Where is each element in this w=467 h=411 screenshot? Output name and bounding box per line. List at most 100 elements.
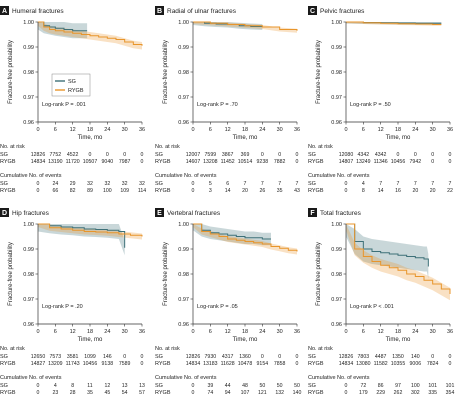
- panel-letter: F: [310, 210, 315, 217]
- events-cell: 7: [414, 181, 417, 187]
- y-tick-label: 1.00: [178, 20, 189, 26]
- risk-cell: 4342: [375, 152, 387, 158]
- risk-cell: 1360: [239, 354, 251, 360]
- y-tick-label: 1.00: [331, 222, 342, 228]
- risk-cell: 7752: [50, 152, 62, 158]
- events-cell: 57: [139, 390, 145, 396]
- risk-cell: 11628: [221, 361, 235, 367]
- panel-title: Radial of ulnar fractures: [167, 8, 237, 15]
- events-cell: 354: [446, 390, 455, 396]
- risk-cell: 11720: [66, 159, 80, 165]
- events-cell: 0: [192, 390, 195, 396]
- x-tick-label: 18: [87, 329, 93, 335]
- risk-cell: 13080: [356, 361, 371, 367]
- x-axis-label: Time, mo: [78, 337, 103, 343]
- risk-cell: 12007: [186, 152, 201, 158]
- risk-cell: 13190: [48, 159, 63, 165]
- risk-cell: 7573: [50, 354, 62, 360]
- events-cell: 121: [258, 390, 267, 396]
- series-line-sg: [38, 223, 126, 248]
- risk-cell: 0: [141, 152, 144, 158]
- events-row-label: SG: [0, 181, 8, 187]
- risk-cell: 0: [141, 354, 144, 360]
- x-axis-label: Time, mo: [233, 337, 258, 343]
- series-line-rygb: [193, 21, 298, 31]
- risk-cell: 0: [123, 152, 126, 158]
- events-cell: 29: [70, 181, 76, 187]
- x-tick-label: 6: [362, 329, 365, 335]
- events-cell: 229: [376, 390, 385, 396]
- risk-cell: 14834: [339, 361, 354, 367]
- risk-cell: 146: [103, 354, 112, 360]
- risk-row-label: RYGB: [0, 159, 16, 165]
- y-tick-label: 0.96: [23, 120, 34, 126]
- y-tick-label: 0.96: [178, 322, 189, 328]
- x-tick-label: 24: [412, 127, 418, 133]
- events-cell: 23: [52, 390, 58, 396]
- events-cell: 72: [360, 383, 366, 389]
- panel-title: Vertebral fractures: [167, 210, 221, 217]
- risk-table-header: No. at risk: [0, 144, 25, 150]
- events-cell: 66: [52, 188, 58, 194]
- events-cell: 7: [261, 181, 264, 187]
- x-tick-label: 6: [54, 329, 57, 335]
- risk-cell: 13208: [203, 159, 218, 165]
- x-tick-label: 6: [362, 127, 365, 133]
- risk-cell: 3581: [67, 354, 79, 360]
- x-tick-label: 24: [412, 329, 418, 335]
- y-tick-label: 0.96: [23, 322, 34, 328]
- risk-row-label: SG: [155, 354, 163, 360]
- events-cell: 54: [122, 390, 128, 396]
- events-table-header: Cumulative No. of events: [155, 375, 217, 381]
- risk-cell: 7942: [410, 159, 422, 165]
- events-cell: 302: [411, 390, 420, 396]
- y-tick-label: 0.96: [331, 322, 342, 328]
- events-row-label: RYGB: [308, 390, 324, 396]
- risk-cell: 11743: [66, 361, 80, 367]
- x-tick-label: 6: [54, 127, 57, 133]
- risk-cell: 13209: [48, 361, 63, 367]
- events-table-header: Cumulative No. of events: [308, 173, 370, 179]
- events-cell: 7: [397, 181, 400, 187]
- risk-cell: 0: [296, 152, 299, 158]
- risk-cell: 13249: [356, 159, 371, 165]
- x-tick-label: 12: [378, 127, 384, 133]
- risk-row-label: SG: [308, 152, 316, 158]
- risk-cell: 12650: [31, 354, 46, 360]
- risk-table-header: No. at risk: [308, 346, 333, 352]
- risk-row-label: RYGB: [308, 159, 324, 165]
- y-tick-label: 1.00: [23, 222, 34, 228]
- risk-row-label: SG: [308, 354, 316, 360]
- events-row-label: RYGB: [0, 390, 16, 396]
- events-cell: 44: [225, 383, 231, 389]
- risk-cell: 0: [449, 159, 452, 165]
- events-cell: 86: [378, 383, 384, 389]
- x-axis-label: Time, mo: [233, 135, 258, 141]
- y-tick-label: 0.99: [23, 247, 34, 253]
- events-cell: 0: [345, 383, 348, 389]
- events-cell: 94: [225, 390, 231, 396]
- legend-label: RYGB: [68, 88, 84, 94]
- series-line-rygb: [193, 223, 298, 252]
- x-tick-label: 0: [36, 329, 39, 335]
- risk-cell: 10456: [391, 159, 406, 165]
- risk-cell: 10456: [83, 361, 98, 367]
- x-tick-label: 12: [225, 329, 231, 335]
- x-tick-label: 0: [191, 127, 194, 133]
- ci-band-sg: [346, 224, 429, 279]
- events-cell: 3: [209, 188, 212, 194]
- risk-cell: 11452: [221, 159, 235, 165]
- panel-letter-badge: [155, 208, 164, 217]
- events-cell: 7: [244, 181, 247, 187]
- risk-cell: 0: [397, 152, 400, 158]
- risk-cell: 4522: [67, 152, 79, 158]
- events-cell: 50: [277, 383, 283, 389]
- events-cell: 16: [395, 188, 401, 194]
- events-cell: 13: [139, 383, 145, 389]
- y-tick-label: 0.96: [178, 120, 189, 126]
- x-tick-label: 30: [277, 329, 283, 335]
- y-tick-label: 0.96: [331, 120, 342, 126]
- logrank-annotation: Log-rank P < .001: [350, 304, 394, 310]
- panel-b: B Radial of ulnar fractures Fracture-free …: [155, 6, 300, 194]
